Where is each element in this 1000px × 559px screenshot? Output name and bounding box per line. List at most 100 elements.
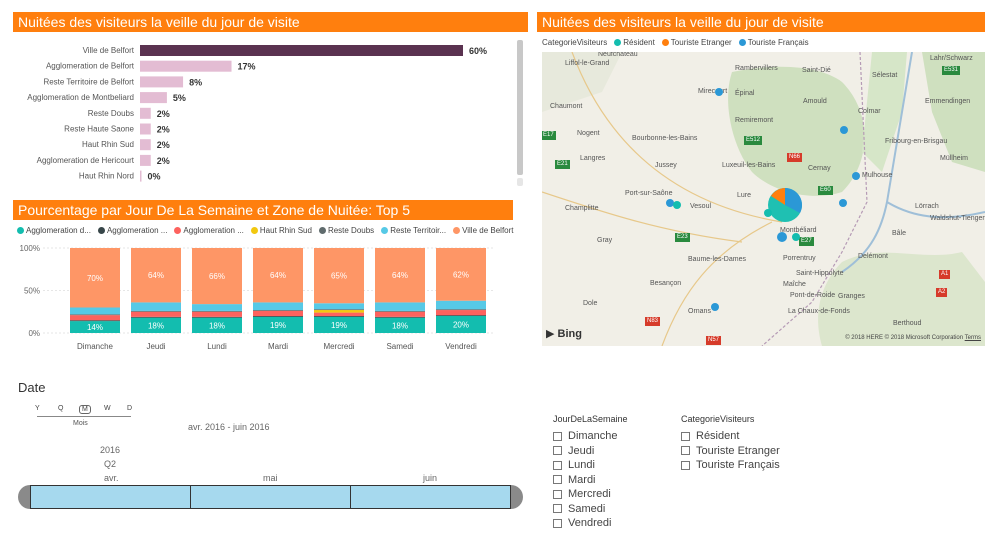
checkbox[interactable] [553, 475, 562, 485]
stacked-segment[interactable] [375, 248, 425, 303]
stacked-segment[interactable] [192, 248, 242, 305]
bubble-mulhouse[interactable] [852, 172, 860, 180]
stacked-segment[interactable] [375, 316, 425, 318]
jour-slicer-item[interactable]: Mardi [553, 473, 628, 488]
hbar-bar[interactable] [140, 107, 151, 119]
hbar-bar[interactable] [140, 45, 463, 56]
x-tick-label: Lundi [207, 342, 227, 351]
cat-slicer-item[interactable]: Touriste Français [681, 458, 780, 473]
bubble-belfort[interactable] [768, 188, 802, 222]
panel1-scrollbar[interactable] [517, 40, 523, 175]
checkbox[interactable] [553, 504, 562, 514]
stacked-segment[interactable] [375, 317, 425, 333]
jour-slicer-item[interactable]: Mercredi [553, 487, 628, 502]
stacked-segment[interactable] [192, 310, 242, 312]
bubble-epinal[interactable] [715, 88, 723, 96]
cat-slicer-item[interactable]: Résident [681, 429, 780, 444]
stacked-segment[interactable] [70, 321, 120, 333]
stacked-segment[interactable] [192, 311, 242, 317]
hbar-bar[interactable] [140, 123, 151, 135]
cat-slicer-item[interactable]: Touriste Etranger [681, 444, 780, 459]
timeline-cell-mai[interactable] [190, 485, 351, 509]
checkbox[interactable] [553, 489, 562, 499]
stacked-segment[interactable] [253, 316, 303, 317]
stacked-segment[interactable] [314, 309, 364, 311]
stacked-segment[interactable] [436, 310, 486, 316]
stacked-segment[interactable] [131, 310, 181, 312]
stacked-segment[interactable] [375, 310, 425, 312]
stacked-segment[interactable] [436, 315, 486, 316]
stacked-segment[interactable] [131, 316, 181, 318]
checkbox[interactable] [681, 460, 690, 470]
stacked-segment[interactable] [314, 248, 364, 304]
jour-slicer-item[interactable]: Samedi [553, 502, 628, 517]
timeline-cell-juin[interactable] [350, 485, 511, 509]
stacked-segment[interactable] [314, 316, 364, 333]
stacked-segment[interactable] [253, 248, 303, 303]
hbar-bar[interactable] [140, 60, 232, 72]
date-level-w[interactable]: W [104, 405, 111, 412]
hbar-bar[interactable] [140, 76, 184, 88]
jour-slicer-item[interactable]: Lundi [553, 458, 628, 473]
stacked-segment[interactable] [253, 316, 303, 333]
stacked-segment[interactable] [70, 307, 120, 315]
stacked-segment[interactable] [253, 310, 303, 316]
stacked-segment[interactable] [314, 316, 364, 317]
bubble-audincourt[interactable] [792, 233, 800, 241]
stacked-segment[interactable] [436, 248, 486, 301]
bubble-montbeliard-b[interactable] [777, 232, 787, 242]
checkbox[interactable] [681, 446, 690, 456]
checkbox[interactable] [553, 446, 562, 456]
hbar-bar[interactable] [140, 139, 151, 151]
stacked-segment[interactable] [70, 314, 120, 316]
jour-slicer-item[interactable]: Vendredi [553, 516, 628, 531]
stacked-segment[interactable] [70, 320, 120, 322]
stacked-segment[interactable] [131, 302, 181, 311]
hbar-bar[interactable] [140, 154, 151, 166]
stacked-segment[interactable] [131, 317, 181, 333]
bubble-montbeliard-a[interactable] [764, 209, 772, 217]
stacked-segment[interactable] [131, 248, 181, 303]
jour-slicer: JourDeLaSemaine Dimanche Jeudi Lundi Mardi M… [553, 414, 628, 531]
map-canvas[interactable]: Liffol-le-Grand Neufchâteau Rambervillers S… [542, 52, 985, 346]
bubble-vesoul-b[interactable] [673, 201, 681, 209]
checkbox[interactable] [553, 518, 562, 528]
timeline-left-handle[interactable] [18, 485, 32, 509]
date-level-d[interactable]: D [127, 405, 133, 412]
stacked-segment[interactable] [314, 310, 364, 313]
stacked-segment[interactable] [70, 315, 120, 321]
stacked-segment[interactable] [253, 310, 303, 311]
hbar-bar[interactable] [140, 92, 167, 104]
timeline-right-handle[interactable] [509, 485, 523, 509]
bubble-vesoul-a[interactable] [666, 199, 674, 207]
bubble-ornans[interactable] [711, 303, 719, 311]
stacked-segment[interactable] [192, 316, 242, 318]
stacked-segment[interactable] [436, 316, 486, 333]
checkbox[interactable] [681, 431, 690, 441]
stacked-segment[interactable] [314, 312, 364, 316]
stacked-segment[interactable] [253, 302, 303, 311]
checkbox[interactable] [553, 460, 562, 470]
date-level-m[interactable]: M [79, 405, 91, 414]
stacked-segment[interactable] [436, 309, 486, 311]
jour-slicer-item[interactable]: Jeudi [553, 444, 628, 459]
stacked-segment[interactable] [192, 317, 242, 333]
bubble-basel[interactable] [839, 199, 847, 207]
stacked-segment[interactable] [131, 311, 181, 317]
checkbox[interactable] [553, 431, 562, 441]
timeline-bar[interactable] [18, 485, 523, 509]
timeline-cell-avr[interactable] [30, 485, 191, 509]
stacked-segment[interactable] [436, 300, 486, 310]
jour-slicer-item[interactable]: Dimanche [553, 429, 628, 444]
date-level-q[interactable]: Q [58, 405, 64, 412]
bubble-colmar[interactable] [840, 126, 848, 134]
date-level-selector[interactable]: Y Q M W D Mois [33, 405, 143, 430]
date-level-y[interactable]: Y [35, 405, 40, 412]
terms-link[interactable]: Terms [964, 335, 981, 341]
stacked-segment[interactable] [375, 311, 425, 317]
stacked-segment[interactable] [70, 248, 120, 308]
stacked-segment[interactable] [192, 304, 242, 311]
stacked-segment[interactable] [314, 303, 364, 310]
stacked-segment[interactable] [375, 302, 425, 311]
hbar-bar[interactable] [140, 170, 142, 182]
